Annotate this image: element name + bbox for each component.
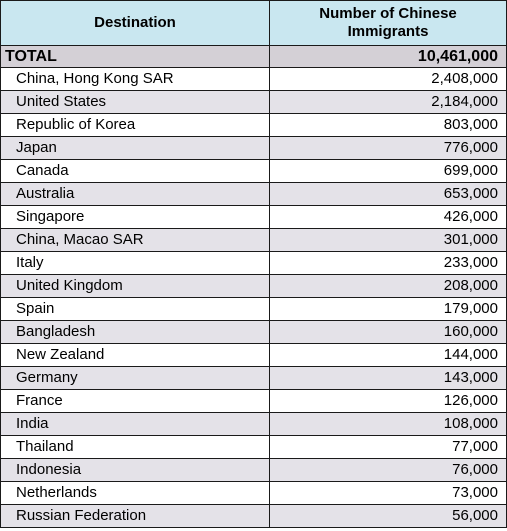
table-row: Spain 179,000 xyxy=(0,297,507,321)
total-row: TOTAL 10,461,000 xyxy=(0,45,507,68)
destination-cell: China, Macao SAR xyxy=(0,228,270,252)
immigrants-value-cell: 56,000 xyxy=(269,504,507,528)
table-body: TOTAL 10,461,000 China, Hong Kong SAR 2,4… xyxy=(0,45,507,528)
immigrants-value-cell: 2,408,000 xyxy=(269,67,507,91)
immigrants-value-cell: 233,000 xyxy=(269,251,507,275)
destination-cell: Netherlands xyxy=(0,481,270,505)
immigrants-value-cell: 144,000 xyxy=(269,343,507,367)
table-row: Japan 776,000 xyxy=(0,136,507,160)
immigrants-value-cell: 699,000 xyxy=(269,159,507,183)
destination-cell: Thailand xyxy=(0,435,270,459)
destination-cell: United Kingdom xyxy=(0,274,270,298)
table-row: Australia 653,000 xyxy=(0,182,507,206)
destination-cell: Canada xyxy=(0,159,270,183)
immigrants-value-cell: 776,000 xyxy=(269,136,507,160)
table-row: China, Hong Kong SAR 2,408,000 xyxy=(0,67,507,91)
immigrants-value-cell: 426,000 xyxy=(269,205,507,229)
immigrants-value-cell: 126,000 xyxy=(269,389,507,413)
immigrants-value-cell: 77,000 xyxy=(269,435,507,459)
destination-cell: Russian Federation xyxy=(0,504,270,528)
immigrants-value-cell: 803,000 xyxy=(269,113,507,137)
immigrants-value-cell: 73,000 xyxy=(269,481,507,505)
destination-cell: New Zealand xyxy=(0,343,270,367)
immigrants-value-cell: 653,000 xyxy=(269,182,507,206)
immigrants-value-cell: 76,000 xyxy=(269,458,507,482)
table-row: China, Macao SAR 301,000 xyxy=(0,228,507,252)
immigrants-value-cell: 2,184,000 xyxy=(269,90,507,114)
table-row: Republic of Korea 803,000 xyxy=(0,113,507,137)
table-row: Germany 143,000 xyxy=(0,366,507,390)
destination-cell: Italy xyxy=(0,251,270,275)
destination-cell: Australia xyxy=(0,182,270,206)
destination-cell: Spain xyxy=(0,297,270,321)
destination-cell: India xyxy=(0,412,270,436)
immigrants-header: Number of Chinese Immigrants xyxy=(269,0,507,46)
destination-cell: Republic of Korea xyxy=(0,113,270,137)
total-value: 10,461,000 xyxy=(269,45,507,68)
table-row: Italy 233,000 xyxy=(0,251,507,275)
immigrants-value-cell: 143,000 xyxy=(269,366,507,390)
destination-cell: Bangladesh xyxy=(0,320,270,344)
total-label: TOTAL xyxy=(0,45,270,68)
table-row: Indonesia 76,000 xyxy=(0,458,507,482)
destination-cell: United States xyxy=(0,90,270,114)
destination-cell: Indonesia xyxy=(0,458,270,482)
immigrants-value-cell: 208,000 xyxy=(269,274,507,298)
table-row: Canada 699,000 xyxy=(0,159,507,183)
header-row: Destination Number of Chinese Immigrants xyxy=(0,0,507,46)
table-row: United Kingdom 208,000 xyxy=(0,274,507,298)
table-row: Netherlands 73,000 xyxy=(0,481,507,505)
table-row: Russian Federation 56,000 xyxy=(0,504,507,528)
destination-cell: China, Hong Kong SAR xyxy=(0,67,270,91)
table-row: India 108,000 xyxy=(0,412,507,436)
table-row: New Zealand 144,000 xyxy=(0,343,507,367)
immigrants-value-cell: 179,000 xyxy=(269,297,507,321)
table-row: Bangladesh 160,000 xyxy=(0,320,507,344)
destination-cell: France xyxy=(0,389,270,413)
immigrants-value-cell: 108,000 xyxy=(269,412,507,436)
destination-header: Destination xyxy=(0,0,270,46)
table-row: United States 2,184,000 xyxy=(0,90,507,114)
table-row: Singapore 426,000 xyxy=(0,205,507,229)
table-row: Thailand 77,000 xyxy=(0,435,507,459)
immigrants-value-cell: 301,000 xyxy=(269,228,507,252)
table-row: France 126,000 xyxy=(0,389,507,413)
destination-cell: Japan xyxy=(0,136,270,160)
destination-cell: Singapore xyxy=(0,205,270,229)
immigrants-value-cell: 160,000 xyxy=(269,320,507,344)
destination-cell: Germany xyxy=(0,366,270,390)
